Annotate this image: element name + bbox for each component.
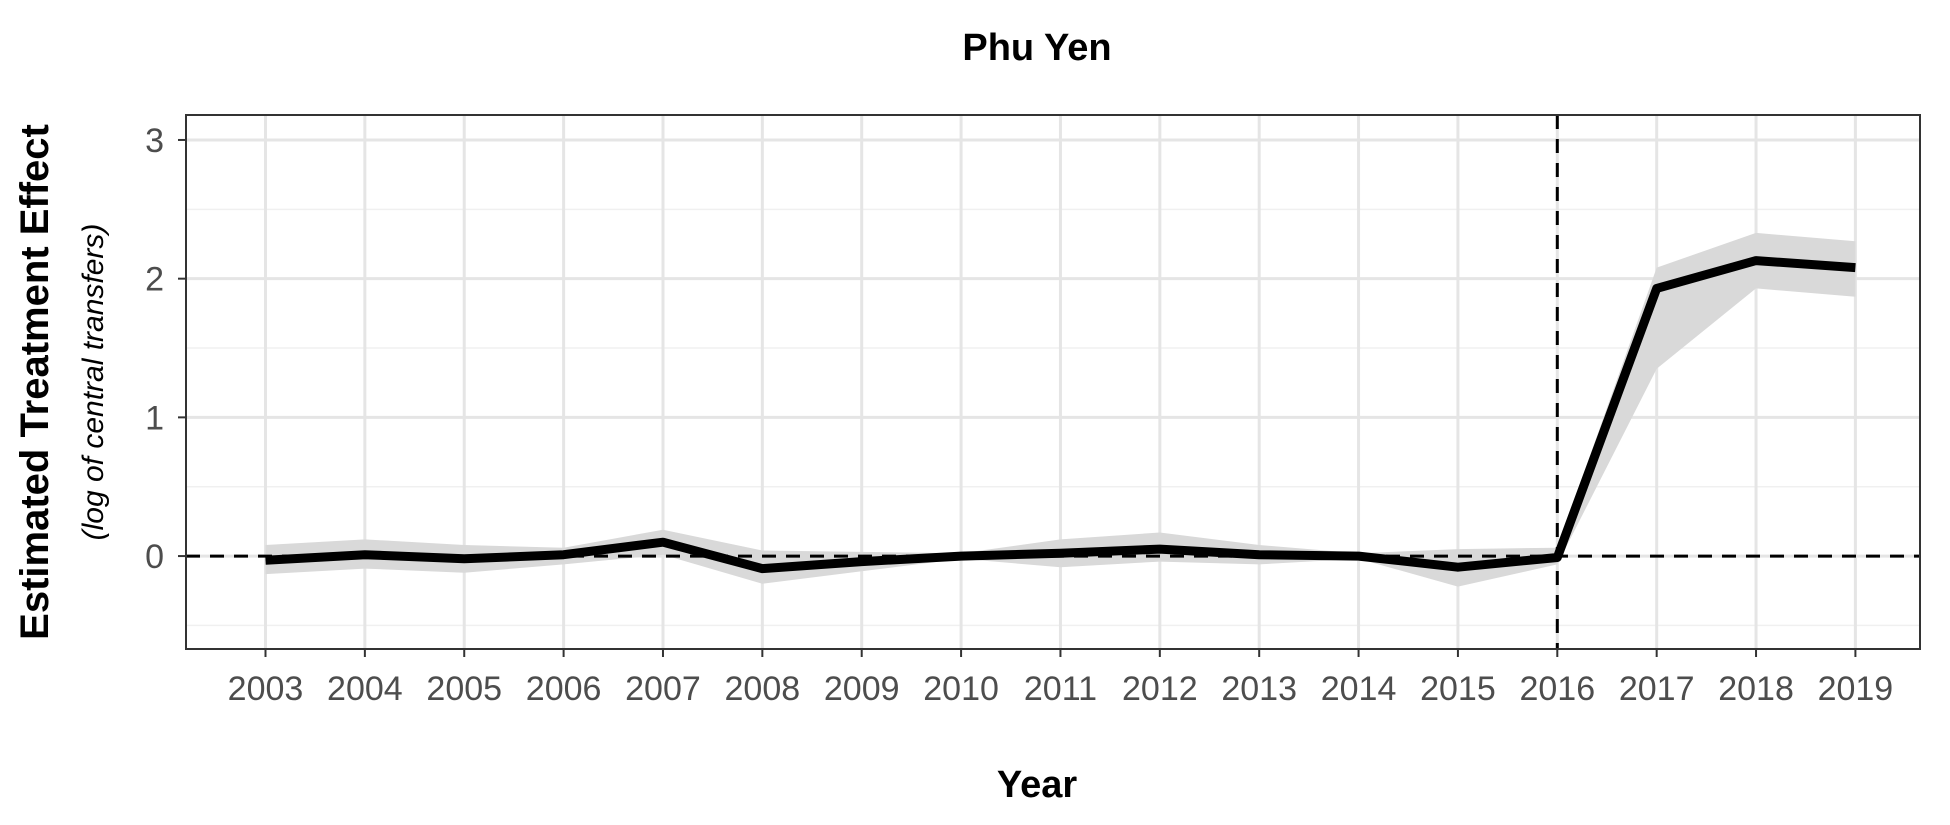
panel-border [185,114,1921,650]
x-tick-label: 2019 [1818,670,1894,708]
y-axis-sublabel: (log of central transfers) [77,224,110,541]
chart-title: Phu Yen [962,27,1111,69]
y-axis-title-group: Estimated Treatment Effect [13,124,57,640]
confidence-bands [265,232,1856,587]
y-tick-label: 1 [145,399,164,437]
x-tick-label: 2007 [625,670,701,708]
y-tick-label: 2 [145,261,164,299]
x-tick-label: 2008 [725,670,801,708]
y-axis-subtitle-group: (log of central transfers) [77,224,110,541]
x-tick-label: 2006 [526,670,602,708]
y-axis-label: Estimated Treatment Effect [13,124,57,640]
x-tick-label: 2016 [1519,670,1595,708]
x-tick-label: 2012 [1122,670,1198,708]
y-tick-label: 3 [145,122,164,160]
x-tick-label: 2013 [1221,670,1297,708]
x-tick-label: 2015 [1420,670,1496,708]
x-axis-label: Year [997,764,1078,806]
plot-panel [185,114,1921,650]
confidence-band [265,232,1856,587]
x-tick-label: 2009 [824,670,900,708]
x-tick-label: 2017 [1619,670,1695,708]
x-tick-label: 2003 [228,670,304,708]
x-tick-label: 2004 [327,670,403,708]
y-tick-label: 0 [145,538,164,576]
x-tick-label: 2011 [1024,670,1097,708]
x-tick-label: 2014 [1321,670,1397,708]
x-axis-ticks: 2003 2004 2005 2006 2007 2008 2009 2010 2011 2012… [228,649,1894,708]
x-tick-label: 2010 [923,670,999,708]
y-axis-ticks: 0 1 2 3 [145,122,186,576]
series-lines [265,256,1856,574]
x-tick-label: 2018 [1718,670,1794,708]
x-tick-label: 2005 [426,670,502,708]
